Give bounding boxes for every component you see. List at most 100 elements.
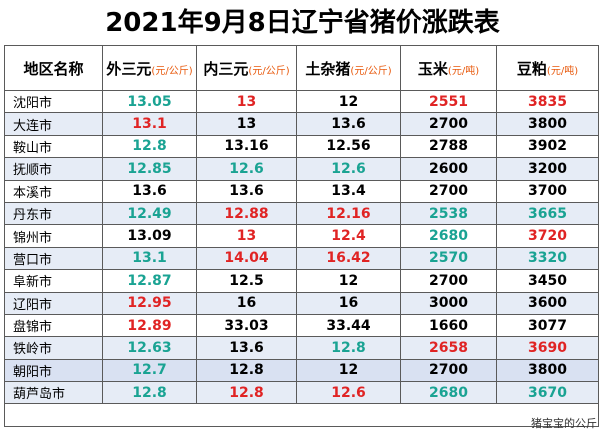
price-cell: 2700 [400, 358, 497, 383]
pig-price-table: 地区名称 外三元(元/公斤) 内三元(元/公斤) 土杂猪(元/公斤) 玉米(元/… [4, 45, 599, 428]
price-cell: 2551 [400, 89, 497, 114]
price-cell: 12 [296, 358, 401, 383]
price-cell: 33.44 [296, 313, 401, 338]
price-cell: 3902 [496, 134, 599, 159]
header-neisanyuan: 内三元(元/公斤) [196, 45, 297, 91]
price-cell: 13.4 [296, 179, 401, 203]
table-row: 锦州市 13.09 13 12.4 2680 3720 [4, 224, 599, 248]
page-title: 2021年9月8日辽宁省猪价涨跌表 [105, 8, 500, 38]
price-cell: 3000 [400, 291, 497, 315]
price-cell: 12.8 [102, 134, 197, 159]
region-cell: 锦州市 [4, 224, 103, 248]
header-waisanyuan: 外三元(元/公斤) [102, 45, 197, 91]
price-cell: 13.1 [102, 246, 197, 271]
header-unit: (元/公斤) [248, 65, 290, 77]
price-cell: 12 [296, 89, 401, 114]
price-cell: 3700 [496, 179, 599, 203]
price-cell: 2570 [400, 246, 497, 271]
price-cell: 12.8 [196, 358, 297, 383]
table-row: 盘锦市 12.89 33.03 33.44 1660 3077 [4, 313, 599, 338]
table-row: 阜新市 12.87 12.5 12 2700 3450 [4, 269, 599, 293]
region-cell: 辽阳市 [4, 291, 103, 315]
table-body: 沈阳市 13.05 13 12 2551 3835 大连市 13.1 13 13.6 2700 380… [4, 89, 599, 405]
price-cell: 13.6 [196, 179, 297, 203]
price-cell: 2788 [400, 134, 497, 159]
price-cell: 3077 [496, 313, 599, 338]
price-cell: 13 [196, 89, 297, 114]
price-cell: 12.6 [296, 381, 401, 405]
price-cell: 12.88 [196, 201, 297, 226]
header-label: 地区名称 [23, 59, 84, 78]
price-cell: 2700 [400, 179, 497, 203]
table-row: 铁岭市 12.63 13.6 12.8 2658 3690 [4, 336, 599, 360]
region-cell: 朝阳市 [4, 358, 103, 383]
footer-cell [4, 403, 599, 428]
header-tuzazhu: 土杂猪(元/公斤) [296, 45, 401, 91]
region-cell: 丹东市 [4, 201, 103, 226]
header-label: 土杂猪 [305, 59, 351, 78]
table-row: 朝阳市 12.7 12.8 12 2700 3800 [4, 358, 599, 383]
region-cell: 葫芦岛市 [4, 381, 103, 405]
price-cell: 16 [296, 291, 401, 315]
price-cell: 13 [196, 224, 297, 248]
price-cell: 3670 [496, 381, 599, 405]
price-cell: 12.49 [102, 201, 197, 226]
price-cell: 12.6 [196, 157, 297, 181]
price-cell: 3320 [496, 246, 599, 271]
price-cell: 13.09 [102, 224, 197, 248]
price-cell: 12.95 [102, 291, 197, 315]
header-corn: 玉米(元/吨) [400, 45, 497, 91]
price-cell: 3690 [496, 336, 599, 360]
header-unit: (元/吨) [447, 65, 480, 77]
price-cell: 13.6 [196, 336, 297, 360]
region-cell: 盘锦市 [4, 313, 103, 338]
price-cell: 3665 [496, 201, 599, 226]
header-unit: (元/公斤) [350, 65, 392, 77]
header-label: 外三元 [106, 59, 152, 78]
price-cell: 12.8 [296, 336, 401, 360]
price-cell: 3835 [496, 89, 599, 114]
region-cell: 阜新市 [4, 269, 103, 293]
price-cell: 2700 [400, 269, 497, 293]
price-cell: 13.6 [296, 112, 401, 136]
price-cell: 13.6 [102, 179, 197, 203]
price-cell: 12.89 [102, 313, 197, 338]
region-cell: 营口市 [4, 246, 103, 271]
price-cell: 16 [196, 291, 297, 315]
price-cell: 12.8 [102, 381, 197, 405]
header-row: 地区名称 外三元(元/公斤) 内三元(元/公斤) 土杂猪(元/公斤) 玉米(元/… [4, 45, 599, 91]
price-cell: 3720 [496, 224, 599, 248]
price-cell: 14.04 [196, 246, 297, 271]
price-cell: 2680 [400, 224, 497, 248]
price-cell: 12.85 [102, 157, 197, 181]
price-cell: 2658 [400, 336, 497, 360]
table-row: 丹东市 12.49 12.88 12.16 2538 3665 [4, 201, 599, 226]
header-label: 豆粕 [516, 59, 547, 78]
price-cell: 3200 [496, 157, 599, 181]
price-cell: 12.8 [196, 381, 297, 405]
region-cell: 大连市 [4, 112, 103, 136]
price-cell: 2600 [400, 157, 497, 181]
table-row: 鞍山市 12.8 13.16 12.56 2788 3902 [4, 134, 599, 159]
price-cell: 2700 [400, 112, 497, 136]
price-cell: 12.56 [296, 134, 401, 159]
table-row: 抚顺市 12.85 12.6 12.6 2600 3200 [4, 157, 599, 181]
price-cell: 12.7 [102, 358, 197, 383]
table-row: 葫芦岛市 12.8 12.8 12.6 2680 3670 [4, 381, 599, 405]
price-cell: 16.42 [296, 246, 401, 271]
price-cell: 3800 [496, 358, 599, 383]
price-cell: 12.63 [102, 336, 197, 360]
price-cell: 13.05 [102, 89, 197, 114]
footer-row [4, 403, 599, 428]
header-region: 地区名称 [4, 45, 103, 91]
table-row: 沈阳市 13.05 13 12 2551 3835 [4, 89, 599, 114]
header-label: 内三元 [203, 59, 249, 78]
price-cell: 12.6 [296, 157, 401, 181]
price-cell: 13 [196, 112, 297, 136]
region-cell: 抚顺市 [4, 157, 103, 181]
region-cell: 沈阳市 [4, 89, 103, 114]
header-soymeal: 豆粕(元/吨) [496, 45, 599, 91]
table-row: 辽阳市 12.95 16 16 3000 3600 [4, 291, 599, 315]
price-cell: 12 [296, 269, 401, 293]
price-cell: 13.16 [196, 134, 297, 159]
